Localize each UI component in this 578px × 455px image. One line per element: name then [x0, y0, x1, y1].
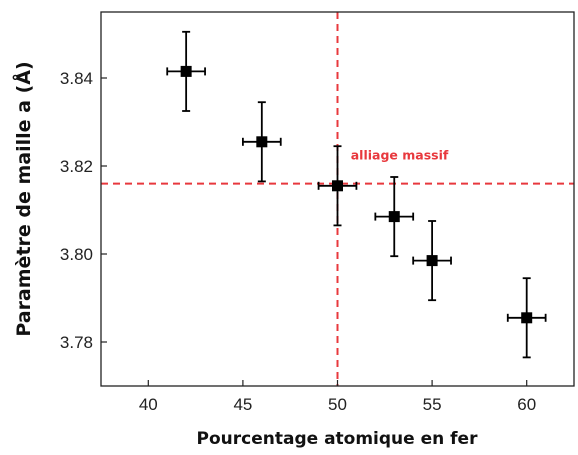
x-tick-label: 45: [233, 395, 252, 414]
data-point-group: [374, 176, 415, 258]
data-point-marker: [426, 255, 438, 267]
y-tick-label: 3.82: [60, 157, 93, 176]
x-tick-label: 60: [517, 395, 536, 414]
data-point-marker: [256, 136, 268, 148]
y-tick-label: 3.80: [60, 245, 93, 264]
data-point-marker: [180, 65, 192, 77]
data-point-group: [166, 30, 206, 112]
data-point-group: [317, 145, 358, 227]
y-tick-label: 3.84: [60, 69, 93, 88]
data-point-group: [506, 277, 547, 359]
data-point-group: [241, 101, 282, 183]
data-point-group: [412, 220, 452, 302]
data-point-marker: [388, 211, 400, 223]
annotation-label: alliage massif: [351, 147, 449, 162]
x-tick-label: 55: [423, 395, 442, 414]
x-axis-title: Pourcentage atomique en fer: [197, 429, 479, 449]
x-tick-label: 50: [328, 395, 347, 414]
y-tick-label: 3.78: [60, 333, 93, 352]
data-point-marker: [521, 312, 533, 324]
y-axis-title: Paramètre de maille a (Å): [11, 61, 35, 336]
data-point-marker: [332, 180, 343, 192]
x-tick-label: 40: [139, 395, 158, 414]
